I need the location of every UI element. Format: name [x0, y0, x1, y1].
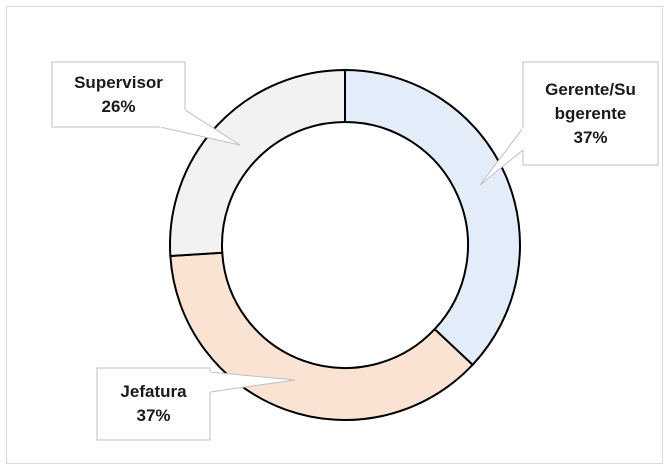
donut-segment — [344, 68, 522, 367]
data-label: Jefatura 37% — [101, 380, 206, 428]
value-label: 37% — [136, 406, 171, 425]
callout-box — [51, 61, 186, 128]
donut-segment — [169, 68, 346, 258]
category-label: Jefatura — [120, 382, 187, 401]
callout-pointer-cover — [159, 109, 186, 128]
data-label: Gerente/Subgerente 37% — [545, 78, 637, 150]
value-label: 26% — [101, 96, 136, 116]
category-label: Gerente/Subgerente — [545, 79, 636, 123]
data-label: Supervisor 26% — [56, 71, 181, 119]
callout-box — [96, 367, 211, 441]
value-label: 37% — [573, 127, 608, 147]
category-label: Supervisor — [74, 72, 163, 92]
callout-box — [522, 61, 659, 166]
